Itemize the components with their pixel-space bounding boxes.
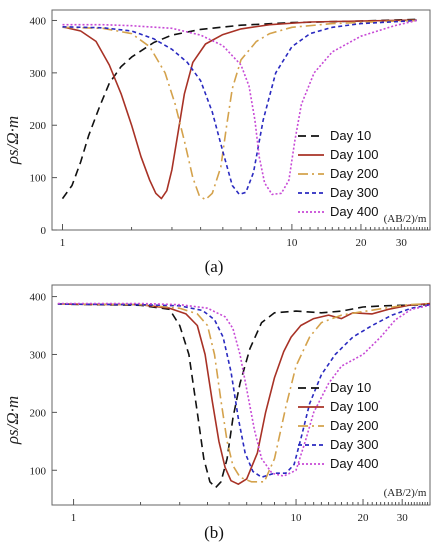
y-tick-label: 300 [30, 349, 47, 361]
legend-entry: Day 10 [330, 128, 371, 143]
panel-label-a: (a) [205, 257, 224, 276]
y-tick-label: 400 [30, 292, 47, 304]
series-line-day-100 [62, 19, 417, 200]
series-layer-b [57, 302, 431, 489]
series-line-day-10 [61, 18, 417, 200]
axis-ticks-a: 0 100 200 300 400 1 10 20 30 [30, 15, 431, 249]
y-tick-label: 0 [41, 225, 47, 237]
x-tick-label: 30 [397, 512, 409, 524]
y-tick-label: 100 [30, 173, 47, 185]
legend-entry: Day 200 [330, 166, 378, 181]
legend-entry: Day 100 [330, 399, 378, 414]
x-tick-label: 10 [291, 512, 303, 524]
y-tick-label: 400 [30, 15, 47, 27]
panel-b: 100 200 300 400 1 10 20 30 Day 10 Day 100 Day 200… [3, 284, 431, 542]
legend-entry: Day 300 [330, 185, 378, 200]
plot-frame-b [51, 284, 431, 506]
panel-a: 0 100 200 300 400 1 10 20 30 Day 10 Day 100 Day 20… [3, 9, 431, 276]
y-tick-label: 200 [30, 407, 47, 419]
series-line-day-100 [57, 302, 431, 485]
legend-entry: Day 300 [330, 437, 378, 452]
x-tick-label: 20 [355, 237, 367, 249]
y-axis-label-a: ρs/Ω·m [3, 116, 22, 165]
y-tick-label: 200 [30, 120, 47, 132]
y-axis-label-b: ρs/Ω·m [3, 396, 22, 445]
series-line-day-300 [57, 303, 431, 478]
series-layer-a [61, 18, 417, 201]
x-tick-label: 20 [358, 512, 370, 524]
y-tick-label: 100 [30, 465, 47, 477]
x-axis-label-a: (AB/2)/m [384, 213, 427, 225]
legend-entry: Day 200 [330, 418, 378, 433]
series-line-day-10 [57, 303, 431, 489]
x-tick-label: 1 [60, 237, 66, 249]
legend-entry: Day 10 [330, 380, 371, 395]
series-line-day-200 [62, 19, 417, 201]
legend-entry: Day 400 [330, 204, 378, 219]
x-tick-label: 1 [71, 512, 77, 524]
axis-ticks-b: 100 200 300 400 1 10 20 30 [30, 292, 431, 524]
legend-b: Day 10 Day 100 Day 200 Day 300 Day 400 [298, 380, 378, 471]
x-tick-label: 10 [286, 237, 298, 249]
legend-entry: Day 100 [330, 147, 378, 162]
y-tick-label: 300 [30, 68, 47, 80]
series-line-day-400 [57, 302, 431, 477]
x-tick-label: 30 [396, 237, 408, 249]
series-line-day-200 [57, 302, 431, 483]
panel-label-b: (b) [204, 523, 224, 542]
x-axis-label-b: (AB/2)/m [384, 487, 427, 499]
legend-entry: Day 400 [330, 456, 378, 471]
series-line-day-300 [62, 19, 417, 196]
legend-a: Day 10 Day 100 Day 200 Day 300 Day 400 [298, 128, 378, 219]
